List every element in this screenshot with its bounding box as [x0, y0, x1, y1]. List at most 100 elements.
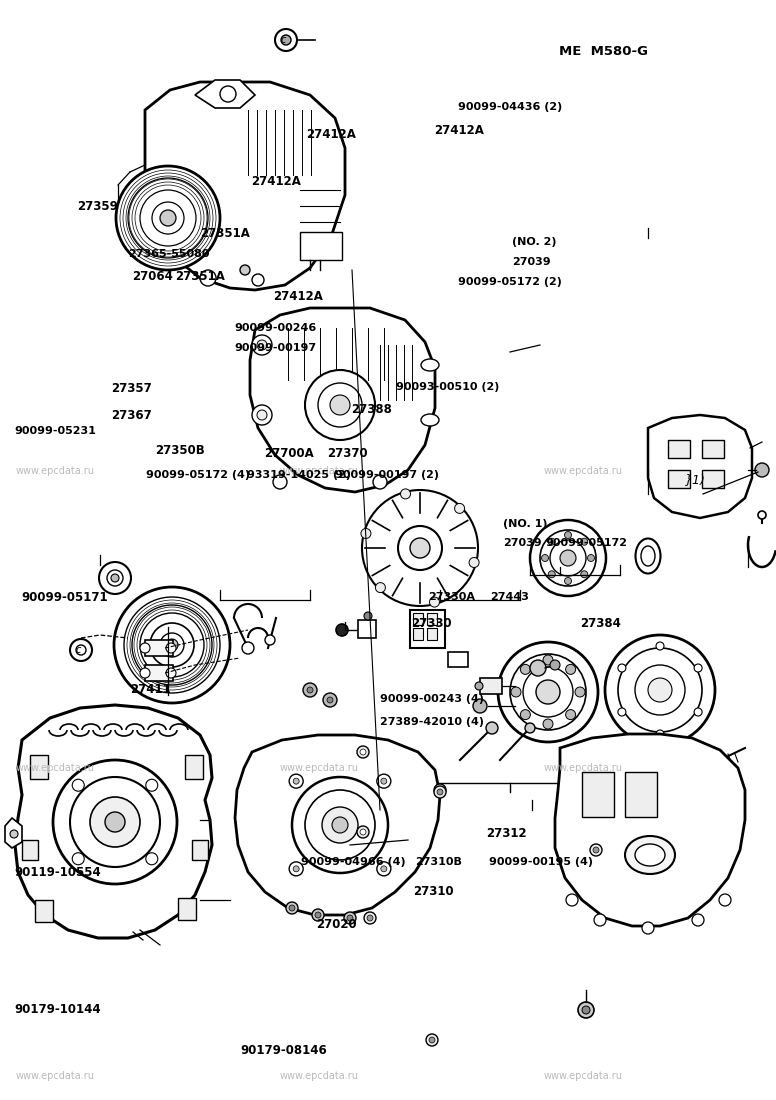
Bar	[413, 628, 423, 640]
Circle shape	[312, 909, 324, 921]
Circle shape	[469, 558, 479, 568]
Text: 27312: 27312	[487, 827, 527, 840]
Circle shape	[240, 265, 250, 275]
Bar	[300, 232, 342, 260]
Bar	[427, 628, 437, 640]
Circle shape	[594, 914, 606, 926]
Circle shape	[132, 605, 212, 685]
Text: www.epcdata.ru: www.epcdata.ru	[16, 466, 95, 476]
Circle shape	[605, 635, 715, 745]
Circle shape	[587, 554, 594, 561]
Circle shape	[377, 774, 391, 789]
Circle shape	[257, 340, 267, 350]
Circle shape	[525, 723, 535, 733]
Text: 27411: 27411	[130, 683, 171, 696]
Text: 27064: 27064	[132, 270, 173, 283]
Polygon shape	[145, 82, 345, 290]
Circle shape	[434, 784, 446, 796]
Circle shape	[642, 922, 654, 934]
Text: 27365-55080: 27365-55080	[128, 249, 210, 260]
Circle shape	[511, 688, 521, 697]
Text: 27412A: 27412A	[251, 175, 300, 188]
Circle shape	[315, 912, 321, 918]
Circle shape	[426, 1034, 438, 1046]
Circle shape	[498, 642, 598, 743]
Text: 27357: 27357	[111, 382, 152, 395]
Bar	[625, 772, 657, 817]
Text: www.epcdata.ru: www.epcdata.ru	[543, 466, 622, 476]
Circle shape	[332, 817, 348, 833]
Circle shape	[252, 274, 264, 286]
Ellipse shape	[421, 359, 439, 371]
Circle shape	[635, 666, 685, 715]
Bar	[358, 620, 376, 638]
Circle shape	[455, 504, 465, 514]
Text: 90099-05172: 90099-05172	[546, 538, 628, 549]
Circle shape	[521, 664, 530, 674]
Polygon shape	[250, 308, 435, 492]
Circle shape	[293, 778, 300, 784]
Ellipse shape	[636, 539, 660, 573]
Ellipse shape	[421, 414, 439, 426]
Circle shape	[694, 708, 702, 716]
Text: 27039: 27039	[503, 538, 542, 549]
Text: 27388: 27388	[352, 403, 393, 416]
Text: 90099-00246: 90099-00246	[234, 322, 317, 333]
Circle shape	[128, 178, 208, 258]
Circle shape	[166, 644, 176, 653]
Bar	[145, 666, 173, 681]
Circle shape	[293, 866, 300, 872]
Text: 27443: 27443	[490, 592, 529, 603]
Text: 93319-14025 (2): 93319-14025 (2)	[247, 470, 351, 481]
Text: 90099-00243 (4): 90099-00243 (4)	[380, 693, 484, 704]
Circle shape	[429, 1037, 435, 1043]
Bar	[582, 772, 614, 817]
Text: 27330: 27330	[411, 617, 452, 630]
Circle shape	[140, 668, 150, 678]
Circle shape	[362, 490, 478, 606]
Text: 27384: 27384	[580, 617, 622, 630]
Circle shape	[360, 829, 366, 835]
Circle shape	[64, 794, 72, 802]
Bar	[480, 678, 502, 694]
Circle shape	[521, 710, 530, 719]
Circle shape	[146, 852, 158, 865]
Text: c: c	[75, 645, 81, 654]
Text: 27359: 27359	[78, 200, 119, 213]
Text: 27367: 27367	[111, 409, 152, 422]
Text: 90099-05172 (2): 90099-05172 (2)	[458, 276, 562, 287]
Circle shape	[540, 530, 596, 586]
Text: 27310: 27310	[413, 884, 453, 898]
Circle shape	[90, 798, 140, 847]
Polygon shape	[5, 818, 22, 848]
Circle shape	[63, 886, 73, 895]
Polygon shape	[195, 80, 255, 108]
Circle shape	[580, 571, 587, 578]
Text: c: c	[280, 35, 286, 45]
Text: 27412A: 27412A	[273, 290, 323, 304]
Circle shape	[398, 526, 442, 570]
Circle shape	[124, 597, 220, 693]
Text: 90099-05231: 90099-05231	[14, 426, 96, 437]
Text: ME  M580-G: ME M580-G	[559, 45, 648, 58]
Circle shape	[755, 463, 769, 477]
Text: 27351A: 27351A	[200, 227, 250, 240]
Text: www.epcdata.ru: www.epcdata.ru	[16, 763, 95, 773]
Circle shape	[318, 383, 362, 427]
Circle shape	[105, 812, 125, 832]
Circle shape	[111, 574, 119, 582]
Text: 27039: 27039	[512, 256, 551, 267]
Circle shape	[361, 528, 371, 539]
Circle shape	[160, 632, 184, 657]
Text: 27412A: 27412A	[435, 124, 484, 138]
Circle shape	[548, 538, 556, 546]
Text: www.epcdata.ru: www.epcdata.ru	[279, 1071, 359, 1081]
Bar	[427, 613, 437, 625]
Circle shape	[656, 642, 664, 650]
Text: 90099-00197: 90099-00197	[234, 342, 317, 353]
Circle shape	[140, 190, 196, 246]
Text: 90093-00510 (2): 90093-00510 (2)	[396, 382, 499, 393]
Bar	[192, 840, 208, 860]
Circle shape	[575, 688, 585, 697]
Circle shape	[475, 682, 483, 690]
